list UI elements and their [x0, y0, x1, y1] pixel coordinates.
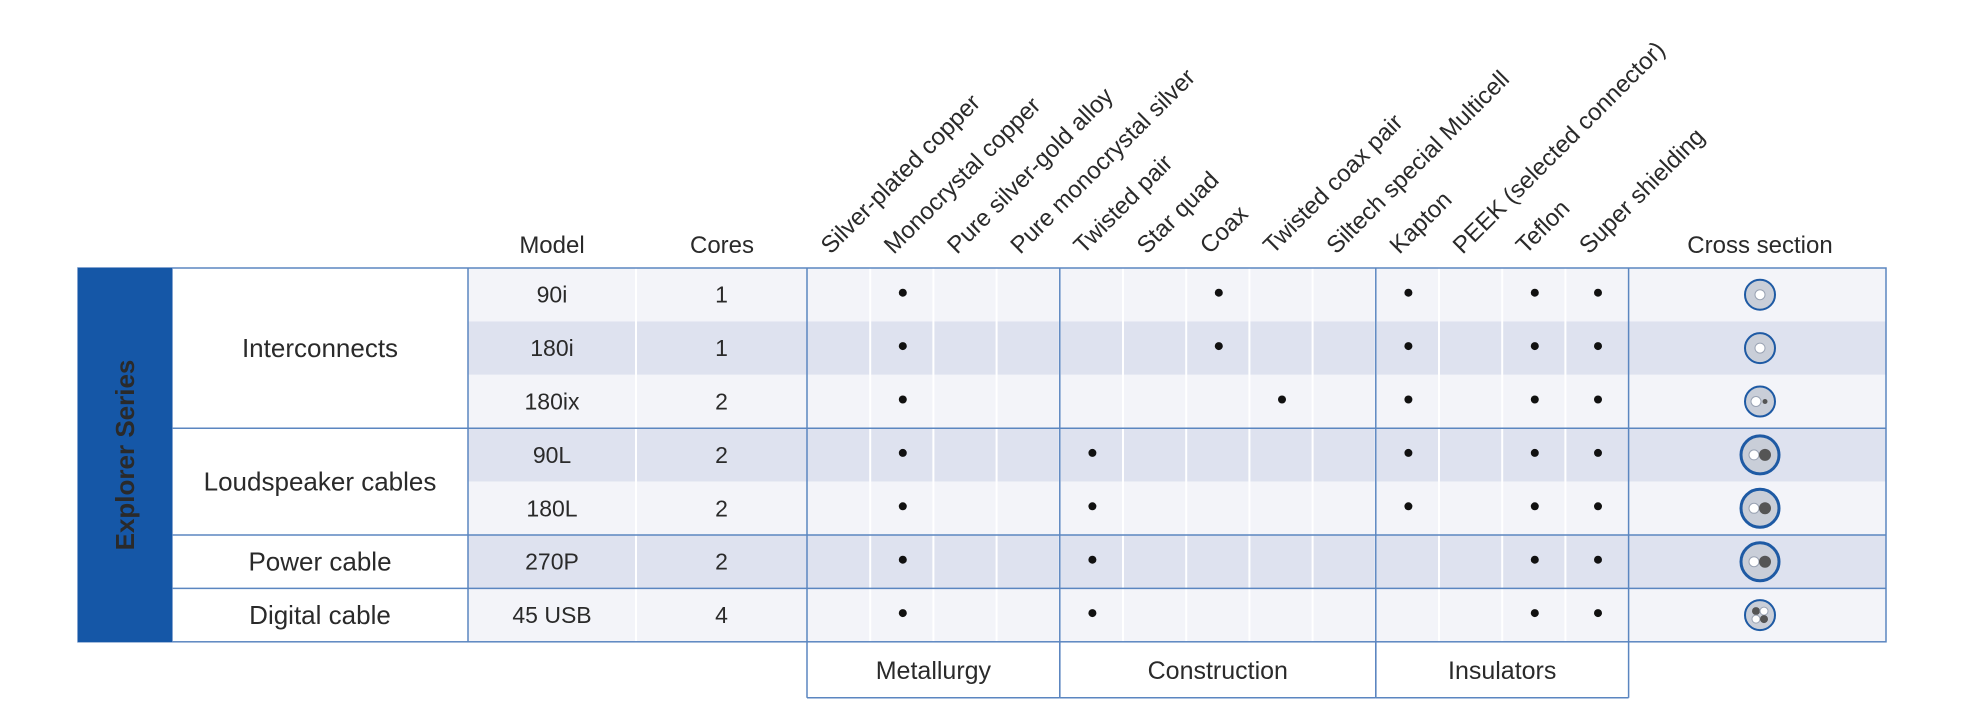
category-area	[172, 268, 468, 642]
feature-dot	[1214, 342, 1223, 351]
table-row: 270P 2	[525, 541, 1781, 583]
feature-dot	[1088, 502, 1097, 511]
feature-dot	[1594, 448, 1602, 457]
cores-cell: 2	[715, 549, 728, 575]
feature-dot	[898, 609, 907, 618]
category-label: Power cable	[248, 547, 391, 577]
single-core-coax-icon	[1744, 278, 1776, 311]
twin-core-coax-icon	[1744, 385, 1776, 418]
feature-dot	[1530, 448, 1539, 457]
category-label: Digital cable	[249, 600, 391, 630]
feature-dot	[898, 288, 907, 297]
series-band	[78, 268, 172, 642]
feature-dot	[1404, 502, 1413, 511]
feature-dot	[1404, 288, 1413, 297]
row-band	[468, 481, 1886, 535]
table-row: 90L 2	[533, 434, 1781, 476]
category-label: Loudspeaker cables	[204, 467, 437, 497]
row-band	[468, 374, 1886, 429]
feature-dot	[1594, 395, 1602, 404]
feature-dot	[1530, 555, 1539, 564]
feature-dot	[1530, 288, 1539, 297]
quad-core-icon	[1744, 599, 1776, 632]
feature-dot	[898, 448, 907, 457]
model-cell: 90L	[533, 442, 572, 468]
feature-dot	[1594, 288, 1602, 297]
feature-header: Coax	[1195, 201, 1254, 260]
row-band	[468, 268, 1886, 322]
table-row: 180i 1	[530, 332, 1776, 365]
row-band	[468, 588, 1886, 642]
feature-dot	[1594, 609, 1602, 618]
row-bands	[172, 268, 1886, 642]
group-label: Insulators	[1375, 641, 1630, 699]
table-row: 180ix 2	[525, 385, 1776, 418]
model-cell: 180L	[526, 495, 577, 521]
table-rows: 90i 1 180i 1 180ix 2 90L 2 180L 2 270P 2 45 USB 4	[512, 278, 1781, 632]
feature-dot	[1088, 448, 1097, 457]
table-row: 180L 2	[526, 487, 1781, 529]
cores-header: Cores	[690, 232, 754, 259]
category-labels: Interconnects Loudspeaker cables Power cab…	[204, 333, 437, 630]
cores-cell: 1	[715, 282, 728, 308]
model-header: Model	[519, 232, 584, 259]
group-label-text: Insulators	[1448, 657, 1556, 685]
large-twin-core-icon	[1739, 487, 1781, 529]
feature-dot	[1594, 502, 1602, 511]
group-label-text: Metallurgy	[876, 657, 992, 685]
feature-dot	[1088, 555, 1097, 564]
model-cell: 270P	[525, 549, 579, 575]
feature-dot	[898, 502, 907, 511]
cores-cell: 2	[715, 389, 728, 415]
row-band	[468, 428, 1886, 482]
feature-dot	[898, 395, 907, 404]
model-cell: 90i	[537, 282, 568, 308]
feature-dot	[898, 342, 907, 351]
cores-cell: 1	[715, 335, 728, 361]
feature-dot	[1530, 502, 1539, 511]
model-cell: 45 USB	[512, 602, 591, 628]
feature-dot	[898, 555, 907, 564]
category-label: Interconnects	[242, 333, 398, 363]
cross-section-header: Cross section	[1687, 232, 1832, 259]
group-label: Construction	[1059, 641, 1377, 699]
row-band	[468, 535, 1886, 589]
large-twin-core-icon	[1739, 434, 1781, 476]
model-cell: 180ix	[525, 389, 580, 415]
cores-cell: 2	[715, 495, 728, 521]
group-label-text: Construction	[1148, 657, 1288, 685]
group-label: Metallurgy	[806, 641, 1061, 699]
row-band	[468, 321, 1886, 375]
cores-cell: 2	[715, 442, 728, 468]
feature-dot	[1278, 395, 1286, 404]
single-core-coax-icon	[1744, 332, 1776, 365]
cores-cell: 4	[715, 602, 728, 628]
feature-dot	[1530, 342, 1539, 351]
table-row: 90i 1	[537, 278, 1776, 311]
feature-dot	[1530, 609, 1539, 618]
model-cell: 180i	[530, 335, 573, 361]
feature-dot	[1404, 448, 1413, 457]
series-label: Explorer Series	[110, 360, 140, 551]
feature-dot	[1404, 342, 1413, 351]
large-twin-core-icon	[1739, 541, 1781, 583]
feature-dot	[1088, 609, 1097, 618]
table-row: 45 USB 4	[512, 599, 1776, 632]
group-footer: Metallurgy Construction Insulators	[806, 641, 1630, 699]
feature-dot	[1530, 395, 1539, 404]
feature-dot	[1594, 342, 1602, 351]
feature-dot	[1594, 555, 1602, 564]
feature-dot	[1214, 288, 1223, 297]
feature-dot	[1404, 395, 1413, 404]
